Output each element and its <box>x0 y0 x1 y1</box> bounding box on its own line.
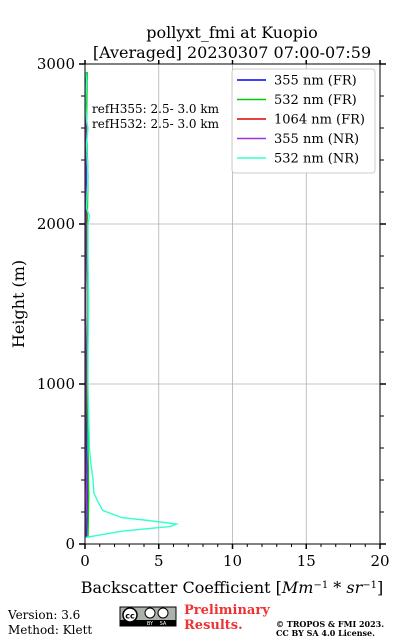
y-tick-label-0: 0 <box>65 535 75 553</box>
legend-label-4: 532 nm (NR) <box>274 152 359 167</box>
x-tick-label-4: 20 <box>370 552 389 570</box>
plot-frame <box>84 63 381 545</box>
legend-label-3: 355 nm (NR) <box>274 132 359 147</box>
copyright-line1: © TROPOS & FMI 2023. <box>276 619 384 629</box>
annotation-refh355: refH355: 2.5- 3.0 km <box>92 102 220 116</box>
legend-label-0: 355 nm (FR) <box>274 74 357 89</box>
x-tick-label-3: 15 <box>297 552 316 570</box>
x-tick-label-2: 10 <box>223 552 242 570</box>
footer-version: Version: 3.6 <box>7 608 80 622</box>
y-tick-label-2: 2000 <box>37 215 75 233</box>
tick-layer: 0 5 10 15 20 0 1000 2000 3000 <box>37 55 390 570</box>
copyright-line2: CC BY SA 4.0 License. <box>276 628 375 638</box>
chart-title-line1: pollyxt_fmi at Kuopio <box>146 23 317 42</box>
annotation-refh532: refH532: 2.5- 3.0 km <box>92 117 220 131</box>
cc-by-sa-icon: cc BY SA <box>119 606 177 627</box>
chart-title-line2: [Averaged] 20230307 07:00-07:59 <box>93 43 371 62</box>
svg-text:SA: SA <box>160 621 167 627</box>
y-axis-label: Height (m) <box>9 260 28 348</box>
svg-text:cc: cc <box>125 612 135 621</box>
y-tick-label-1: 1000 <box>37 375 75 393</box>
x-tick-label-0: 0 <box>80 552 90 570</box>
series-line-3 <box>85 72 88 538</box>
preliminary-label-line1: Preliminary <box>184 603 270 618</box>
footer-method: Method: Klett <box>8 623 92 637</box>
legend-label-2: 1064 nm (FR) <box>274 113 365 128</box>
svg-text:BY: BY <box>147 621 154 627</box>
legend-label-1: 532 nm (FR) <box>274 93 357 108</box>
legend-box <box>231 68 376 174</box>
series-layer <box>84 71 180 539</box>
x-tick-label-1: 5 <box>154 552 164 570</box>
legend: 355 nm (FR) 532 nm (FR) 1064 nm (FR) 355 nm… <box>231 68 376 174</box>
preliminary-label-line2: Results. <box>184 618 243 633</box>
x-axis-label: Backscatter Coefficient [Mm−1 * sr−1] <box>81 578 384 597</box>
y-tick-label-3: 3000 <box>37 55 75 73</box>
series-line-4 <box>84 71 180 539</box>
